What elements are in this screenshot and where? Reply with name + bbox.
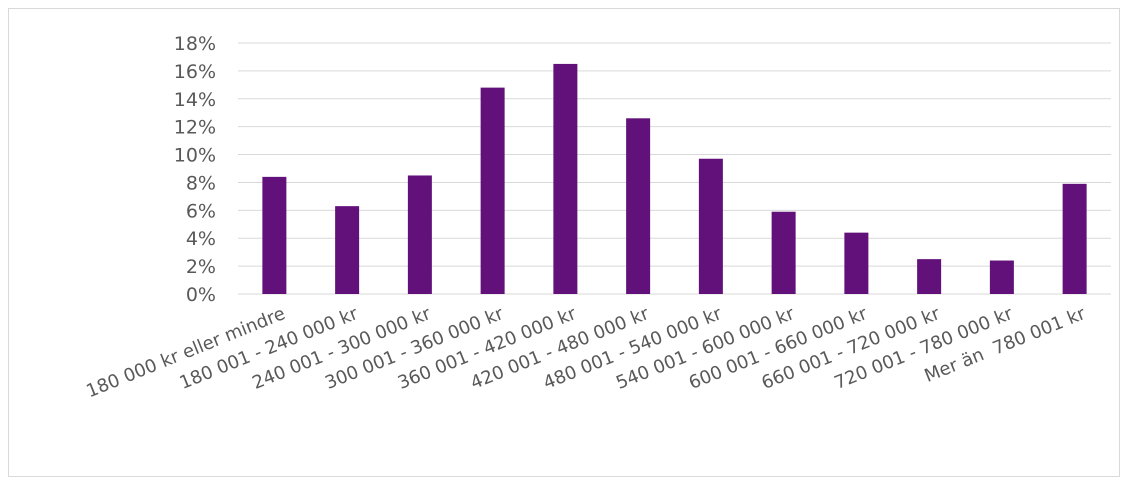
y-tick-label: 4% xyxy=(186,228,216,250)
bar xyxy=(553,63,578,294)
y-axis-tick-labels: 0% 2% 4% 6% 8% 10% 12% 14% 16% 18% xyxy=(174,33,216,306)
bar xyxy=(989,260,1014,294)
bar xyxy=(407,175,432,294)
y-tick-label: 12% xyxy=(174,117,216,139)
bar xyxy=(698,158,723,294)
bar-chart: 0% 2% 4% 6% 8% 10% 12% 14% 16% 18% 180 000 kr ell… xyxy=(83,33,1111,402)
gridlines xyxy=(238,42,1111,295)
bar xyxy=(844,232,869,294)
y-tick-label: 16% xyxy=(174,61,216,83)
y-tick-label: 10% xyxy=(174,145,216,167)
bar xyxy=(335,206,360,294)
chart-area: 0% 2% 4% 6% 8% 10% 12% 14% 16% 18% 180 000 kr ell… xyxy=(8,8,1120,477)
y-tick-label: 18% xyxy=(174,33,216,55)
bars xyxy=(262,63,1087,294)
y-tick-label: 0% xyxy=(186,284,216,306)
y-tick-label: 14% xyxy=(174,89,216,111)
y-tick-label: 2% xyxy=(186,256,216,278)
bar xyxy=(262,176,287,294)
bar xyxy=(626,118,651,294)
y-tick-label: 8% xyxy=(186,172,216,194)
bar xyxy=(771,211,796,294)
bar xyxy=(1062,183,1087,294)
y-tick-label: 6% xyxy=(186,200,216,222)
bar xyxy=(917,259,942,294)
bar xyxy=(480,87,505,294)
